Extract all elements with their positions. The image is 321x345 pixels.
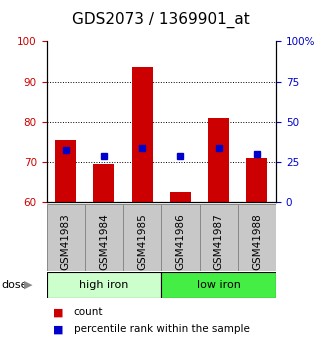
Text: ■: ■ (53, 325, 64, 334)
Text: count: count (74, 307, 103, 317)
Text: GSM41984: GSM41984 (99, 214, 109, 270)
Text: low iron: low iron (197, 280, 241, 290)
Bar (132, 68, 153, 202)
Bar (170, 192, 191, 202)
Text: percentile rank within the sample: percentile rank within the sample (74, 325, 250, 334)
Bar (161, 272, 276, 298)
Text: GSM41983: GSM41983 (61, 214, 71, 270)
Bar (161, 204, 200, 271)
Bar (55, 140, 76, 202)
Text: GSM41986: GSM41986 (176, 214, 186, 270)
Text: ■: ■ (53, 307, 64, 317)
Bar (85, 204, 123, 271)
Bar (93, 164, 115, 202)
Bar (208, 118, 229, 202)
Text: GSM41988: GSM41988 (252, 214, 262, 270)
Bar (238, 204, 276, 271)
Text: GSM41985: GSM41985 (137, 214, 147, 270)
Bar (247, 158, 267, 202)
Text: dose: dose (2, 280, 28, 290)
Text: GSM41987: GSM41987 (214, 214, 224, 270)
Text: ▶: ▶ (24, 280, 32, 290)
Text: high iron: high iron (79, 280, 129, 290)
Bar (123, 204, 161, 271)
Bar (47, 272, 161, 298)
Bar (47, 204, 85, 271)
Text: GDS2073 / 1369901_at: GDS2073 / 1369901_at (72, 12, 249, 28)
Bar (200, 204, 238, 271)
